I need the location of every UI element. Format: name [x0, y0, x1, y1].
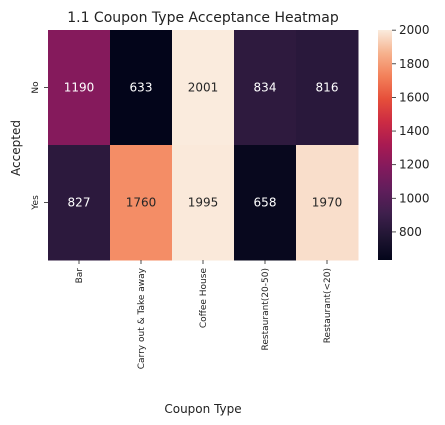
colorbar-tick-label: 1600: [399, 90, 430, 104]
heatmap-cell: [172, 30, 235, 146]
colorbar-tick-label: 1800: [399, 57, 430, 71]
heatmap-cell: [48, 145, 111, 261]
cell-value-label: 658: [254, 196, 277, 210]
colorbar-tick-label: 2000: [399, 23, 430, 37]
colorbar: [378, 30, 392, 260]
cell-value-label: 1760: [126, 196, 157, 210]
heatmap-cell: [172, 145, 235, 261]
heatmap-cell: [110, 30, 173, 146]
heatmap-cell: [48, 30, 111, 146]
heatmap-cell: [234, 145, 297, 261]
x-axis-label: Coupon Type: [164, 402, 241, 416]
x-axis-ticks: Bar Carry out & Take away Coffee House Rest…: [75, 260, 333, 369]
y-tick-label: No: [31, 81, 41, 94]
heatmap-cell: [234, 30, 297, 146]
colorbar-tick-label: 1400: [399, 124, 430, 138]
y-axis-label: Accepted: [9, 120, 23, 176]
x-tick-label: Coffee House: [199, 268, 209, 329]
cell-value-label: 2001: [188, 81, 219, 95]
colorbar-tick-label: 1200: [399, 158, 430, 172]
cell-value-label: 1190: [64, 81, 95, 95]
colorbar-ticks: 800 1000 1200 1400 1600 1800 2000: [392, 23, 430, 239]
colorbar-tick-label: 1000: [399, 191, 430, 205]
heatmap-cell: [296, 145, 359, 261]
cell-value-label: 827: [68, 196, 91, 210]
x-tick-label: Carry out & Take away: [137, 267, 147, 369]
heatmap-cell: [296, 30, 359, 146]
y-axis-ticks: No Yes: [31, 81, 48, 211]
y-tick-label: Yes: [31, 195, 41, 211]
chart-title: 1.1 Coupon Type Acceptance Heatmap: [67, 10, 339, 26]
x-tick-label: Restaurant(20-50): [261, 268, 271, 350]
x-tick-label: Bar: [75, 268, 85, 284]
cell-value-label: 834: [254, 81, 277, 95]
heatmap-cell: [110, 145, 173, 261]
cell-value-label: 1970: [312, 196, 343, 210]
cell-value-label: 816: [316, 81, 339, 95]
x-tick-label: Restaurant(<20): [323, 268, 333, 343]
colorbar-tick-label: 800: [399, 225, 422, 239]
heatmap-cells: 1190 633 2001 834 816 827 1760 1995 658 1970: [48, 30, 359, 261]
cell-value-label: 633: [130, 81, 153, 95]
cell-value-label: 1995: [188, 196, 219, 210]
